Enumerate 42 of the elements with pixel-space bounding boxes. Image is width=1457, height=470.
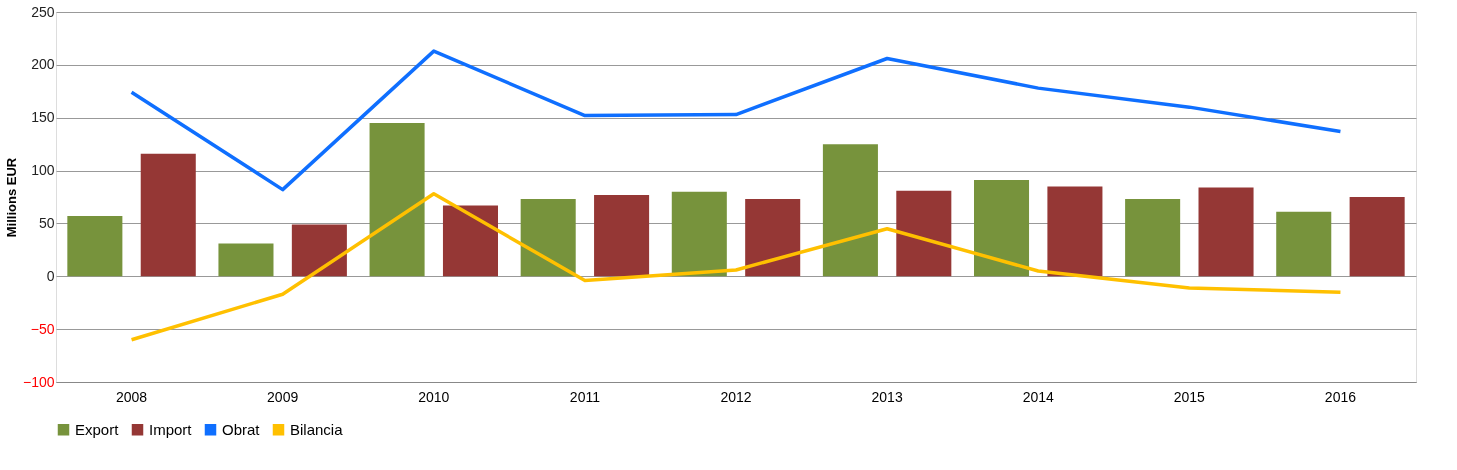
x-tick-label: 2008	[115, 388, 148, 405]
bar	[291, 224, 347, 277]
x-tick-label: 2011	[569, 388, 601, 405]
bar	[1125, 199, 1181, 277]
bar	[974, 180, 1030, 277]
bar	[745, 199, 801, 277]
x-tick-label: 2015	[1173, 388, 1206, 405]
bar	[1276, 211, 1332, 277]
y-tick-label: 250	[31, 3, 55, 20]
x-tick-label: 2009	[267, 388, 299, 405]
y-tick-label: 200	[31, 56, 55, 73]
y-tick-label: 100	[31, 162, 55, 179]
bar	[442, 205, 498, 277]
bar	[520, 199, 576, 277]
y-tick-label: −50	[30, 320, 55, 337]
y-tick-label: 50	[38, 214, 55, 231]
x-tick-label: 2016	[1324, 388, 1357, 405]
bar	[1047, 186, 1103, 277]
bar	[140, 153, 196, 277]
bar	[822, 144, 878, 277]
line-series	[129, 49, 1343, 192]
line-series	[129, 192, 1343, 342]
y-tick-label: 150	[31, 109, 55, 126]
y-axis-title: Millions EUR	[3, 157, 19, 238]
legend-label: Obrat	[222, 420, 261, 438]
legend-label: Import	[149, 420, 193, 438]
bar	[1349, 197, 1405, 277]
x-tick-label: 2010	[418, 388, 450, 405]
bar	[218, 243, 274, 277]
bar	[896, 190, 952, 277]
x-tick-label: 2012	[720, 388, 752, 405]
legend-label: Bilancia	[290, 420, 344, 438]
y-tick-label: 0	[46, 267, 55, 284]
bar	[369, 123, 425, 277]
x-tick-label: 2013	[871, 388, 903, 405]
bar	[594, 194, 650, 277]
bar	[671, 191, 727, 277]
bar	[67, 216, 123, 277]
legend-label: Export	[75, 420, 120, 438]
bar	[1198, 187, 1254, 277]
x-tick-label: 2014	[1022, 388, 1054, 405]
y-tick-label: −100	[22, 373, 55, 390]
